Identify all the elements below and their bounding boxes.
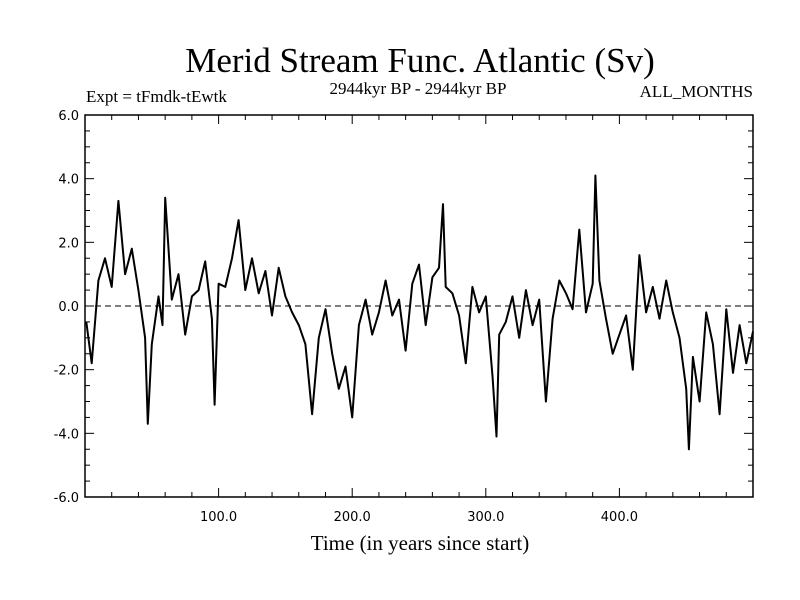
subtitle-center: 2944kyr BP - 2944kyr BP <box>330 79 507 98</box>
x-tick-label: 100.0 <box>200 510 237 525</box>
y-tick-label: 2.0 <box>58 236 79 251</box>
chart-title: Merid Stream Func. Atlantic (Sv) <box>185 41 655 80</box>
y-tick-label: -6.0 <box>54 491 79 506</box>
subtitle-left: Expt = tFmdk-tEwtk <box>86 87 227 106</box>
y-tick-label: -2.0 <box>54 364 79 379</box>
y-tick-label: 6.0 <box>58 109 79 124</box>
x-axis: 100.0 200.0 300.0 400.0 <box>111 115 727 525</box>
x-axis-label: Time (in years since start) <box>311 531 530 555</box>
y-tick-label: 0.0 <box>58 300 79 315</box>
x-tick-label: 400.0 <box>601 510 638 525</box>
series-line <box>85 174 754 451</box>
x-tick-label: 300.0 <box>467 510 504 525</box>
subtitle-right: ALL_MONTHS <box>640 82 753 101</box>
y-tick-label: 4.0 <box>58 173 79 188</box>
y-tick-label: -4.0 <box>54 427 79 442</box>
x-tick-label: 200.0 <box>334 510 371 525</box>
